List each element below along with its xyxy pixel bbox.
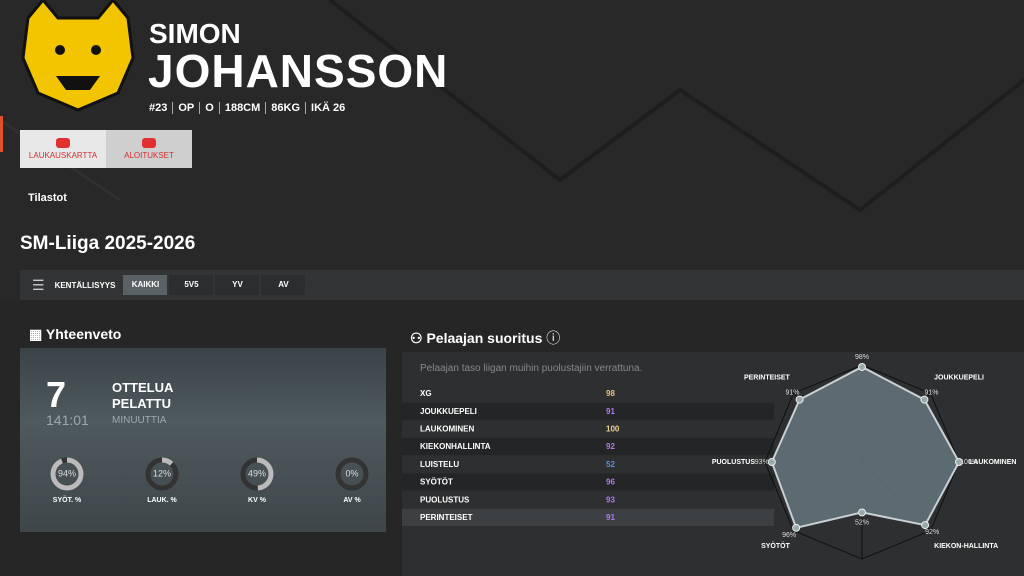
radar-label: PERINTEISET	[744, 375, 791, 382]
radar-label: PUOLUSTUS	[712, 459, 756, 466]
gauge-value: 94%	[58, 468, 76, 478]
games: 7	[46, 374, 67, 415]
row-value: 98	[606, 389, 615, 398]
row-value: 100	[606, 425, 620, 434]
radar-value: 93%	[755, 459, 769, 466]
summary-card: 7 OTTELUA PELATTU 141:01 MINUUTTIA 94% SY…	[20, 348, 386, 532]
radar-label: SYÖTÖT	[761, 541, 791, 550]
row-name: PUOLUSTUS	[420, 495, 470, 504]
filter-bar: ☰ KENTÄLLISYYS KAIKKI 5V5 YV AV	[20, 270, 1024, 300]
radar-point	[920, 395, 929, 404]
first-name: SIMON	[149, 18, 241, 49]
gauge-label: SYÖT. %	[53, 495, 82, 504]
radar-value: 92%	[925, 529, 939, 536]
radar-value: 100%	[960, 459, 978, 466]
summary-title: ▦ Yhteenveto	[29, 326, 122, 342]
detail: #23	[149, 102, 168, 114]
season-title: SM-Liiga 2025-2026	[20, 233, 196, 254]
filter-option[interactable]: AV	[261, 275, 306, 295]
gauge-value: 0%	[345, 468, 358, 478]
performance-title-text: Pelaajan suoritus	[426, 330, 543, 346]
radar-point	[955, 458, 963, 466]
gauge-track	[335, 457, 369, 491]
performance-subtitle: Pelaajan taso liigan muihin puolustajiin…	[420, 363, 643, 374]
radar-value: 91%	[924, 389, 938, 396]
row-bg	[402, 473, 774, 491]
gauge-arc	[240, 457, 274, 491]
button-label: LAUKAUSKARTTA	[28, 151, 98, 160]
filter-label: KENTÄLLISYYS	[54, 280, 116, 290]
radar-value: 91%	[786, 389, 800, 396]
row-name: SYÖTÖT	[420, 478, 453, 487]
row-highlight	[402, 508, 774, 526]
row-value: 91	[606, 407, 615, 416]
row-value: 92	[606, 442, 615, 451]
radar-point	[858, 362, 866, 371]
row-bg	[402, 402, 774, 420]
detail: IKÄ 26	[305, 102, 350, 114]
row-value: 93	[606, 495, 615, 504]
gauge-label: LAUK. %	[147, 497, 177, 504]
gauge-arc	[50, 457, 84, 491]
row-value: 91	[606, 513, 615, 522]
button-label: ALOITUKSET	[124, 151, 174, 160]
radar-point	[921, 521, 930, 530]
games-label: OTTELUA PELATTU	[112, 380, 173, 411]
gauge-value: 49%	[248, 468, 266, 478]
help-icon[interactable]: ⓘ	[546, 330, 561, 346]
row-bg	[402, 438, 774, 456]
radar-point	[858, 508, 866, 517]
faceoffs-button[interactable]: ALOITUKSET	[106, 130, 192, 168]
button-group: LAUKAUSKARTTA ALOITUKSET	[20, 130, 192, 168]
radar-point	[767, 458, 776, 466]
row-value: 96	[606, 478, 615, 487]
tab[interactable]: Tilastot	[28, 192, 67, 204]
row-name: JOUKKUEPELI	[420, 407, 477, 416]
details: #23 OP O 188CM 86KG IKÄ 26	[149, 102, 350, 114]
radar-value: 98%	[855, 354, 869, 361]
row-name: KIEKONHALLINTA	[420, 442, 491, 451]
radar-value: 52%	[855, 519, 869, 526]
row-name: LUISTELU	[420, 460, 459, 469]
radar-label: LAUKOMINEN	[969, 459, 1016, 466]
gauge-value: 12%	[153, 468, 171, 478]
filter-option[interactable]: KAIKKI	[123, 275, 168, 295]
radar-point	[795, 395, 804, 404]
row-name: PERINTEISET	[420, 513, 473, 522]
gauge-arc	[145, 457, 179, 491]
row-name: LAUKOMINEN	[420, 425, 474, 434]
time-label: MINUUTTIA	[112, 415, 167, 426]
detail: 188CM	[218, 102, 265, 114]
filter-icon: ☰	[32, 276, 45, 293]
gauges: 94% SYÖT. % 12% LAUK. % 49% KV % 0% AV %	[50, 457, 369, 504]
radar-value: 96%	[782, 532, 796, 539]
gauge-label: AV %	[343, 497, 361, 504]
performance-title: ⚇ Pelaajan suoritus ⓘ	[410, 330, 561, 346]
gauge-label: KV %	[248, 497, 267, 504]
detail: O	[199, 102, 219, 114]
filter-option[interactable]: 5V5	[169, 275, 214, 295]
summary-title-text: Yhteenveto	[45, 326, 122, 342]
radar-point	[792, 523, 801, 532]
radar-label: JOUKKUEPELI	[934, 375, 984, 382]
time: 141:01	[46, 412, 89, 428]
shot-map-button[interactable]: LAUKAUSKARTTA	[20, 130, 106, 168]
detail: 86KG	[265, 102, 305, 114]
filter-options: KAIKKI 5V5 YV AV	[123, 275, 307, 295]
row-value: 52	[606, 460, 615, 469]
detail: OP	[172, 102, 199, 114]
radar-label: KIEKON-HALLINTA	[934, 543, 998, 550]
row-name: XG	[420, 389, 432, 398]
last-name: JOHANSSON	[148, 45, 449, 97]
filter-option[interactable]: YV	[215, 275, 260, 295]
